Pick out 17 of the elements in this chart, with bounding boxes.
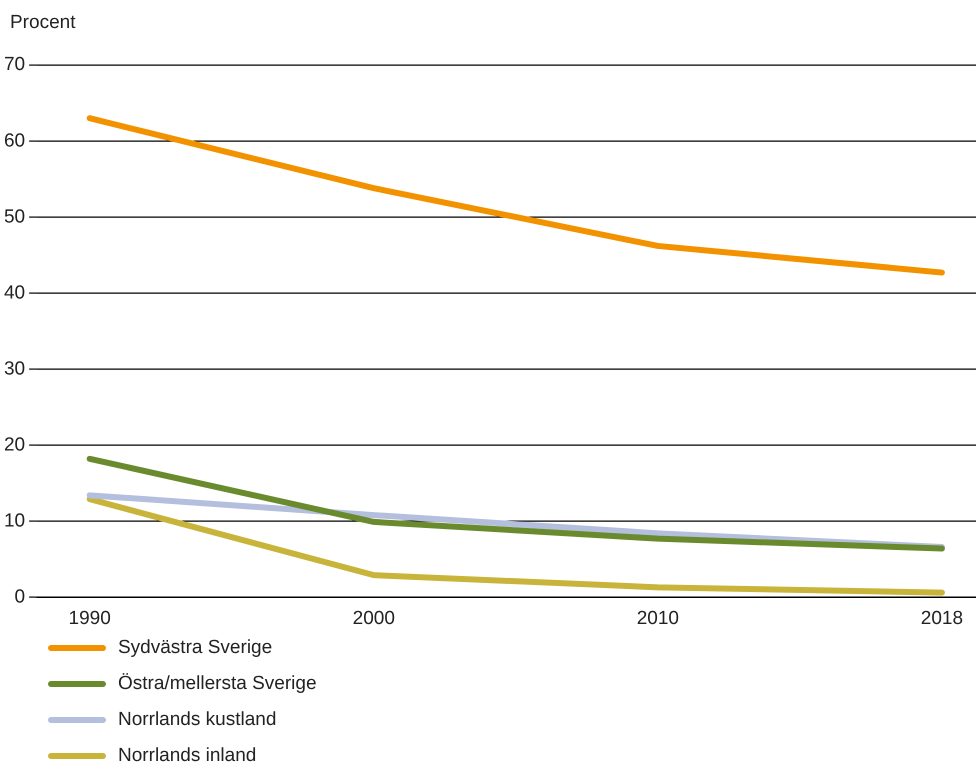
legend-label: Norrlands inland [118,745,256,767]
y-tick-label: 0 [14,586,26,608]
y-axis-title: Procent [10,12,76,34]
y-tick-label: 60 [4,130,26,152]
x-tick-label: 2018 [920,608,964,629]
y-tick-label: 20 [4,434,26,456]
y-tick-label: 40 [4,282,26,304]
legend-label: Sydvästra Sverige [118,637,272,659]
y-tick-label: 30 [4,358,26,380]
legend-label: Östra/mellersta Sverige [118,673,317,695]
x-tick-label: 2000 [352,608,395,629]
x-tick-label: 1990 [68,608,111,629]
y-tick-label: 10 [4,510,26,532]
legend-label: Norrlands kustland [118,709,276,731]
y-tick-label: 70 [4,54,26,76]
x-tick-label: 2010 [636,608,679,629]
y-tick-label: 50 [4,206,26,228]
